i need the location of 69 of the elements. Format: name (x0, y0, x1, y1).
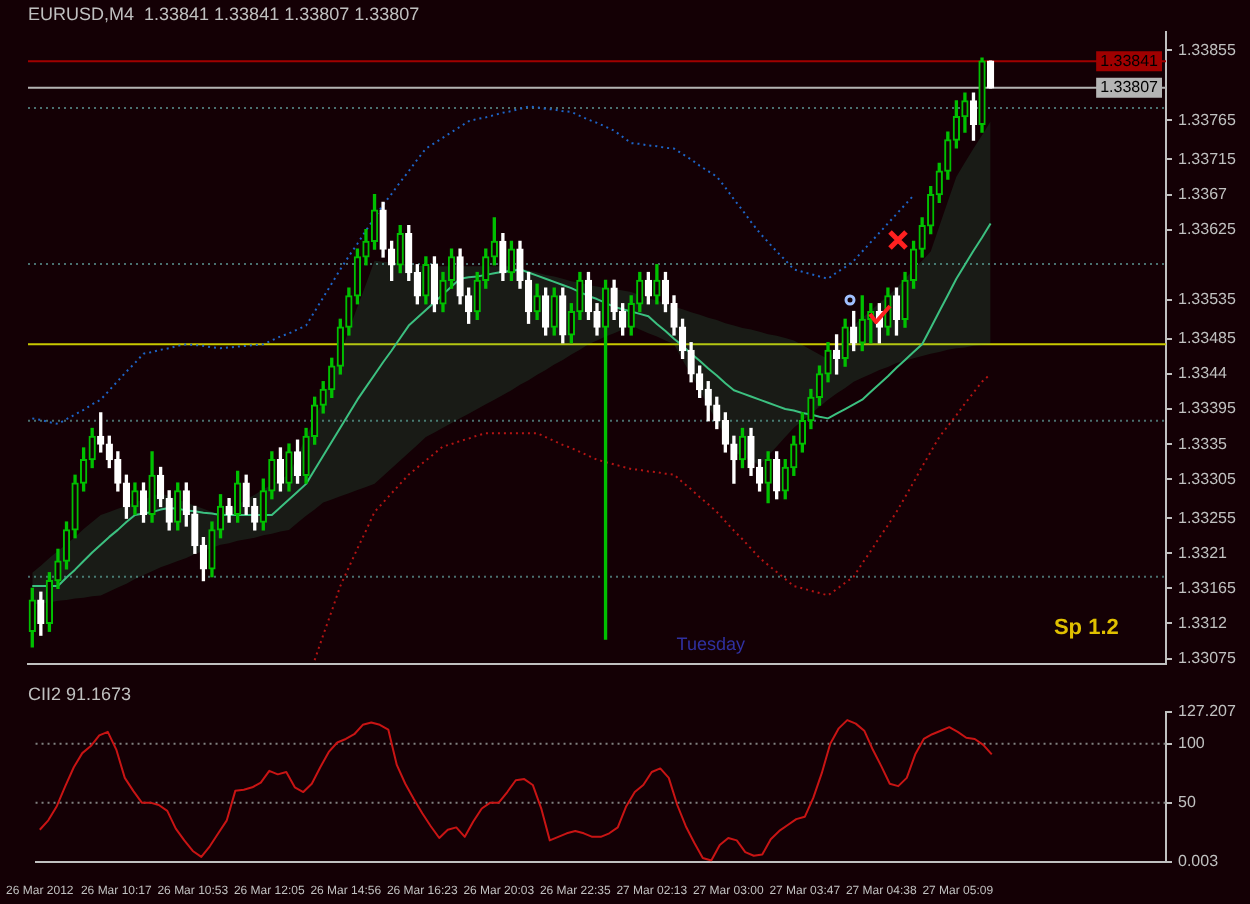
candlestick (773, 451, 781, 500)
candlestick (37, 591, 45, 636)
candlestick (559, 287, 567, 344)
y-tick-label: 100 (1178, 734, 1206, 753)
candlestick (131, 482, 139, 515)
line-series (313, 372, 992, 662)
candlestick (456, 248, 464, 305)
y-tick-label: 0.003 (1178, 852, 1220, 871)
line-series (31, 105, 915, 425)
candlestick (28, 587, 36, 648)
candlestick (225, 498, 233, 523)
candlestick (336, 318, 344, 375)
candlestick (242, 474, 250, 515)
candlestick (259, 478, 267, 531)
candlestick (490, 217, 498, 266)
candlestick (747, 427, 755, 476)
candlestick (139, 482, 148, 523)
y-tick-label: 1.33485 (1178, 329, 1237, 348)
candlestick (696, 365, 704, 398)
y-tick-label: 1.33255 (1178, 508, 1237, 527)
y-tick-label: 1.3367 (1178, 184, 1229, 203)
candlestick (328, 357, 336, 398)
candlestick (610, 279, 618, 320)
y-tick-label: 50 (1178, 793, 1197, 812)
candlestick (422, 256, 430, 305)
candlestick (542, 287, 550, 336)
candlestick (644, 271, 652, 305)
candlestick (961, 92, 969, 133)
candlestick (148, 451, 156, 523)
y-tick-label: 1.33765 (1178, 110, 1237, 129)
candlestick (285, 443, 293, 492)
candlestick (507, 240, 516, 282)
y-tick-label: 1.33625 (1178, 220, 1237, 239)
y-tick-label: 1.33165 (1178, 578, 1237, 597)
candlestick (944, 131, 952, 180)
y-tick-label: 1.3321 (1178, 543, 1229, 562)
candlestick (764, 451, 772, 504)
y-tick-label: 127.207 (1178, 702, 1237, 721)
y-tick-label: 1.33535 (1178, 290, 1237, 309)
candlestick (276, 447, 285, 492)
candlestick (969, 92, 978, 141)
y-tick-label: 1.33305 (1178, 469, 1237, 488)
candlestick (268, 451, 276, 500)
chart-title: EURUSD,M4 1.33841 1.33841 1.33807 1.33807 (28, 3, 420, 24)
y-tick-label: 1.3335 (1178, 434, 1229, 453)
y-tick-label: 1.33855 (1178, 40, 1237, 59)
annotation: Tuesday (676, 634, 746, 655)
candlestick (550, 287, 558, 336)
y-tick-label: 1.3312 (1178, 613, 1229, 632)
candlestick (533, 283, 541, 320)
text: Sp 1.2 (1053, 615, 1119, 640)
candlestick (174, 482, 182, 531)
candlestick (952, 100, 961, 149)
candlestick (841, 318, 849, 367)
candlestick (653, 264, 661, 305)
ref-line-label: 1.33807 (1100, 78, 1160, 97)
chart-title: CII2 91.1673 (28, 683, 132, 704)
candlestick (233, 470, 242, 523)
candlestick (379, 201, 387, 258)
candlestick (601, 279, 610, 640)
candlestick (293, 439, 302, 484)
y-tick-label: 1.3344 (1178, 364, 1229, 383)
candlestick (892, 287, 901, 336)
ref-line-label: 1.33841 (1100, 51, 1160, 70)
y-tick-label: 1.33395 (1178, 399, 1237, 418)
y-tick-label: 1.33075 (1178, 648, 1237, 667)
candlestick (499, 232, 507, 282)
y-tick-label: 1.33715 (1178, 149, 1237, 168)
candlestick (978, 57, 986, 133)
